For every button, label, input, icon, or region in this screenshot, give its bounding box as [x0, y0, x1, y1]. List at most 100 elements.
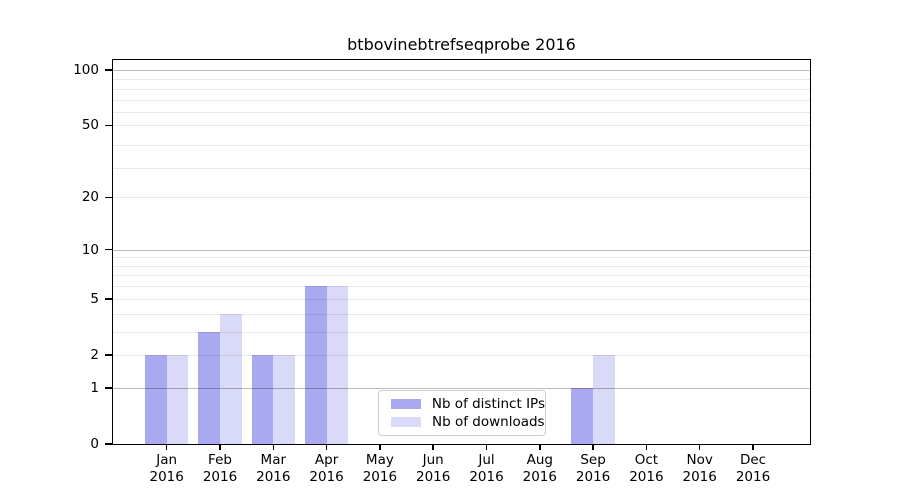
x-tick-label: Nov 2016 [668, 452, 732, 486]
x-tick-mark [752, 444, 754, 450]
x-tick-label: Jun 2016 [401, 452, 465, 486]
x-tick-label: Aug 2016 [508, 452, 572, 486]
x-tick-month: Jun [422, 452, 444, 468]
y-tick-mark [105, 69, 112, 71]
gridline [113, 354, 810, 356]
x-tick-year: 2016 [629, 469, 664, 485]
bar-downloads-sep [593, 354, 615, 444]
x-tick-label: Dec 2016 [721, 452, 785, 486]
legend-swatch-downloads-icon [391, 417, 421, 427]
gridline [113, 298, 810, 300]
y-tick-label: 10 [81, 241, 99, 258]
x-tick-mark [379, 444, 381, 450]
gridline [113, 249, 810, 251]
gridline [113, 331, 810, 333]
gridline [113, 112, 810, 114]
gridline [113, 265, 810, 267]
x-tick-month: Jul [478, 452, 495, 468]
y-tick-mark [105, 196, 112, 199]
y-tick-mark [105, 387, 112, 389]
x-tick-month: Oct [634, 452, 659, 468]
gridline [113, 286, 810, 288]
gridline [113, 69, 810, 71]
bar-distinct-ips-feb [198, 331, 220, 444]
legend-row: Nb of downloads [391, 414, 545, 430]
gridline [113, 168, 810, 170]
y-tick-label: 20 [81, 189, 99, 206]
gridline [113, 145, 810, 147]
y-tick-label: 1 [90, 379, 99, 396]
gridline [113, 387, 810, 389]
legend-row: Nb of distinct IPs [391, 395, 545, 412]
x-tick-month: Nov [686, 452, 713, 468]
x-tick-label: Apr 2016 [295, 452, 359, 486]
gridline [113, 125, 810, 127]
x-tick-month: Mar [260, 452, 287, 468]
x-tick-mark [698, 444, 701, 450]
gridline [113, 275, 810, 277]
legend-label: Nb of distinct IPs [431, 395, 545, 412]
x-tick-label: Jan 2016 [135, 452, 199, 486]
y-tick-label: 0 [90, 436, 99, 452]
x-tick-mark [219, 444, 221, 450]
x-tick-month: May [365, 452, 394, 468]
x-tick-year: 2016 [202, 469, 238, 485]
x-tick-mark [645, 444, 648, 450]
legend-swatch-distinct-ips-icon [391, 399, 421, 409]
x-tick-year: 2016 [309, 469, 344, 485]
x-tick-month: Jan [156, 452, 178, 468]
x-tick-mark [592, 444, 594, 450]
gridline [113, 88, 810, 90]
y-tick-mark [105, 248, 112, 251]
x-tick-label: Oct 2016 [614, 452, 678, 486]
y-tick-mark [105, 354, 112, 356]
gridline [113, 257, 810, 259]
bar-downloads-feb [220, 313, 242, 444]
bar-distinct-ips-jan [144, 354, 167, 444]
bar-downloads-apr [326, 286, 349, 444]
x-tick-year: 2016 [416, 469, 451, 485]
x-tick-year: 2016 [682, 469, 717, 485]
gridline [113, 79, 810, 81]
x-tick-mark [325, 444, 328, 450]
legend: Nb of distinct IPs Nb of downloads [378, 390, 546, 436]
gridline [113, 313, 810, 315]
x-tick-year: 2016 [362, 469, 398, 485]
y-tick-mark [105, 124, 112, 127]
x-tick-year: 2016 [575, 469, 611, 485]
y-tick-label: 50 [81, 117, 99, 134]
y-tick-mark [105, 298, 112, 300]
gridline [113, 197, 810, 199]
x-tick-label: May 2016 [348, 452, 412, 486]
gridline [113, 99, 810, 101]
x-tick-mark [272, 444, 275, 450]
x-tick-month: Dec [739, 452, 767, 468]
x-tick-label: Jul 2016 [455, 452, 519, 486]
x-tick-month: Feb [208, 452, 232, 468]
x-tick-month: Sep [580, 452, 606, 468]
chart-title: btbovinebtrefseqprobe 2016 [347, 35, 576, 54]
x-tick-mark [539, 444, 541, 450]
x-tick-mark [432, 444, 434, 450]
x-tick-year: 2016 [256, 469, 291, 485]
x-tick-label: Sep 2016 [561, 452, 625, 486]
x-tick-year: 2016 [735, 469, 771, 485]
bar-downloads-jan [166, 354, 189, 444]
x-tick-month: Aug [526, 452, 553, 468]
x-tick-mark [485, 444, 488, 450]
plot-area [113, 60, 810, 444]
bar-distinct-ips-mar [251, 354, 274, 444]
bar-distinct-ips-sep [571, 387, 594, 444]
bar-downloads-mar [273, 354, 296, 444]
x-tick-year: 2016 [469, 469, 504, 485]
x-tick-mark [165, 444, 168, 450]
x-tick-month: Apr [314, 452, 339, 468]
x-tick-year: 2016 [522, 469, 557, 485]
y-tick-mark [105, 443, 112, 445]
y-tick-label: 2 [90, 346, 99, 363]
y-tick-label: 5 [90, 290, 99, 307]
x-tick-label: Mar 2016 [241, 452, 305, 486]
x-tick-label: Feb 2016 [188, 452, 252, 486]
bar-distinct-ips-apr [304, 286, 327, 444]
